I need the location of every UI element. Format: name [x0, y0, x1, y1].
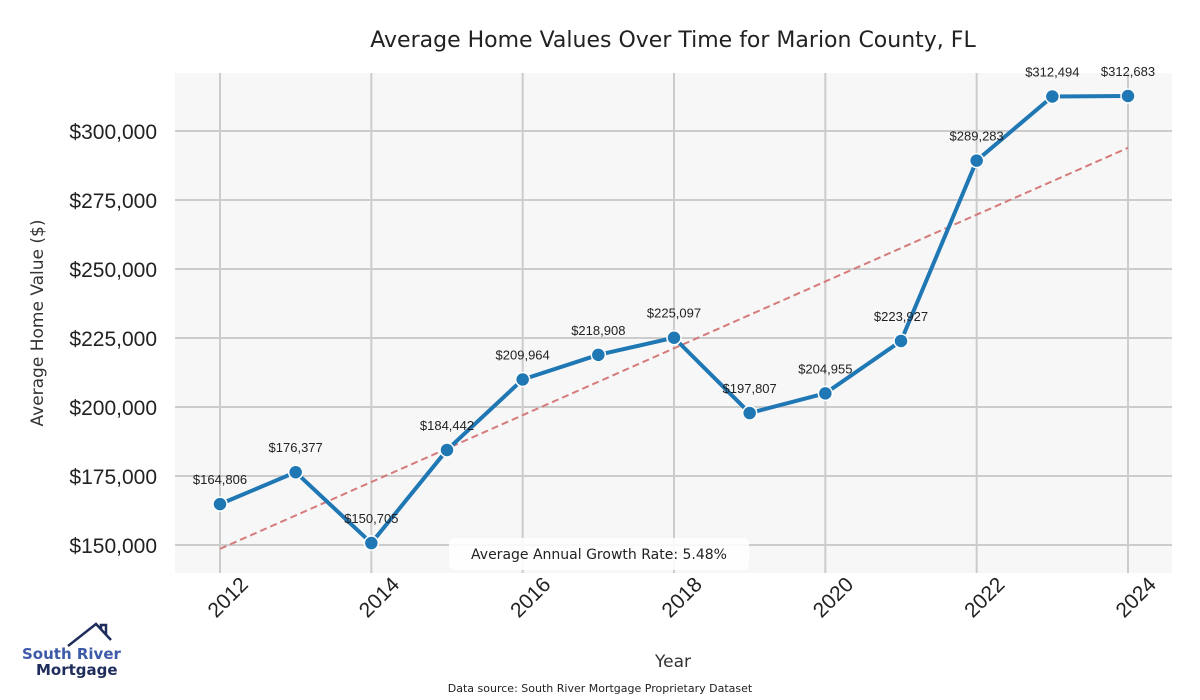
- x-tick-label: 2020: [809, 573, 858, 622]
- x-tick-label: 2024: [1111, 573, 1161, 623]
- x-tick-label: 2012: [203, 573, 252, 622]
- x-tick-label: 2018: [657, 573, 706, 622]
- data-point: [439, 442, 455, 458]
- data-label: $312,683: [1101, 64, 1155, 79]
- data-label: $312,494: [1025, 65, 1079, 80]
- chart-title: Average Home Values Over Time for Marion…: [370, 28, 976, 53]
- growth-rate-annotation: Average Annual Growth Rate: 5.48%: [449, 538, 749, 570]
- grid: [175, 73, 1172, 573]
- y-tick-label: $225,000: [69, 328, 157, 351]
- data-label: $223,927: [874, 309, 928, 324]
- series-group: [212, 88, 1136, 551]
- data-point: [1120, 88, 1136, 104]
- house-icon: [67, 622, 112, 647]
- y-tick-label: $300,000: [69, 121, 157, 144]
- data-point: [514, 371, 531, 388]
- data-label: $197,807: [723, 381, 777, 396]
- data-point: [212, 496, 228, 512]
- data-label: $225,097: [647, 306, 701, 321]
- data-labels: $164,806 $176,377 $150,705 $184,442 $209,964…: [193, 64, 1155, 526]
- y-tick-label: $275,000: [69, 190, 157, 213]
- data-label: $289,283: [950, 129, 1004, 144]
- y-axis-label: Average Home Value ($): [28, 220, 48, 427]
- data-label: $218,908: [571, 323, 625, 338]
- data-point: [741, 405, 758, 421]
- data-point: [363, 535, 380, 551]
- trend-line: [219, 146, 1129, 550]
- y-tick-label: $250,000: [69, 259, 157, 282]
- logo-line-1: South River: [22, 645, 122, 663]
- data-label: $184,442: [420, 418, 474, 433]
- logo: South River Mortgage: [22, 622, 122, 679]
- x-axis-label: Year: [654, 652, 691, 672]
- y-tick-label: $175,000: [69, 466, 157, 489]
- data-point: [287, 464, 304, 480]
- data-point: [817, 385, 834, 402]
- y-tick-label: $150,000: [69, 535, 157, 558]
- y-tick-label: $200,000: [69, 397, 157, 420]
- data-point: [1044, 88, 1061, 105]
- data-label: $204,955: [798, 361, 852, 376]
- annotation-text: Average Annual Growth Rate: 5.48%: [471, 547, 727, 563]
- data-source: Data source: South River Mortgage Propri…: [448, 682, 753, 695]
- x-tick-label: 2014: [355, 573, 405, 623]
- data-point: [590, 347, 607, 363]
- x-tick-label: 2022: [960, 573, 1009, 622]
- y-axis-ticks: $150,000 $175,000 $200,000 $225,000 $250,000…: [69, 121, 157, 558]
- logo-line-2: Mortgage: [36, 661, 118, 679]
- x-tick-label: 2016: [506, 573, 555, 622]
- data-label: $164,806: [193, 472, 247, 487]
- data-label: $150,705: [344, 511, 398, 526]
- data-label: $209,964: [496, 347, 550, 362]
- data-label: $176,377: [269, 440, 323, 455]
- data-point: [968, 152, 985, 169]
- data-point: [893, 333, 909, 349]
- data-point: [666, 329, 682, 346]
- x-axis-ticks: 2012 2014 2016 2018 2020 2022 2024: [203, 573, 1161, 623]
- trend-line-group: [219, 146, 1129, 550]
- annotation-box: [449, 538, 749, 570]
